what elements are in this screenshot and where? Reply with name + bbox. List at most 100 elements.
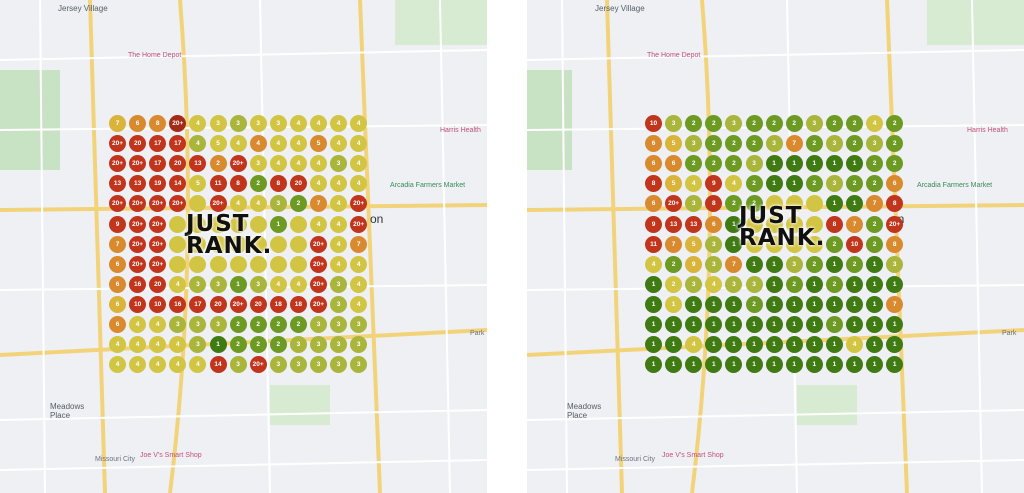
rank-dot: 7 — [886, 295, 904, 313]
rank-dot: 2 — [665, 255, 683, 273]
rank-dot: 1 — [725, 295, 743, 313]
rank-dot: 1 — [785, 336, 803, 354]
rank-dot: 4 — [229, 195, 247, 213]
rank-dot: 1 — [725, 336, 743, 354]
rank-dot: 20+ — [109, 195, 126, 213]
rank-dot: 1 — [685, 356, 703, 374]
rank-dot: 3 — [209, 275, 227, 293]
rank-dot — [785, 195, 803, 213]
rank-dot: 4 — [109, 356, 126, 374]
rank-dot: 2 — [705, 115, 723, 132]
map-label-missouri-city: Missouri City — [95, 456, 136, 463]
poi-home-depot: The Home Depot — [128, 52, 182, 59]
rank-dot: 3 — [685, 135, 703, 153]
rank-dot: 1 — [805, 275, 823, 293]
rank-dot: 1 — [866, 275, 884, 293]
rank-dot — [765, 215, 783, 233]
rank-dot: 1 — [765, 275, 783, 293]
rank-dot: 3 — [269, 195, 287, 213]
rank-dot: 1 — [269, 215, 287, 233]
rank-dot: 8 — [229, 175, 247, 193]
watermark-line1: JUST — [739, 203, 803, 229]
rank-dot: 20+ — [229, 295, 247, 313]
map-panel-after[interactable]: Jersey Village Meadows Place Missouri Ci… — [527, 0, 1024, 493]
rank-dot: 4 — [725, 175, 743, 193]
rank-dot: 4 — [169, 356, 187, 374]
rank-dot: 1 — [645, 356, 662, 374]
rank-dot: 3 — [189, 275, 207, 293]
rank-dot: 6 — [109, 295, 126, 313]
rank-dot: 1 — [846, 316, 863, 333]
rank-dot: 10 — [645, 115, 662, 132]
rank-dot: 2 — [685, 155, 703, 173]
rank-dot: 4 — [189, 115, 207, 132]
rank-dot: 8 — [269, 175, 287, 193]
watermark-line1: JUST — [186, 211, 250, 237]
rank-dot: 2 — [785, 115, 803, 132]
rank-dot: 20+ — [129, 195, 147, 213]
rank-dot: 18 — [289, 295, 307, 313]
poi-joe-v-smart-shop: Joe V's Smart Shop — [140, 452, 202, 459]
rank-dot: 3 — [685, 195, 703, 213]
rank-dot: 20 — [169, 155, 187, 173]
rank-dot: 14 — [169, 175, 187, 193]
rank-dot: 17 — [149, 135, 167, 153]
rank-dot: 3 — [249, 155, 267, 173]
rank-dot: 2 — [805, 135, 823, 153]
map-label-houston: on — [370, 212, 384, 226]
rank-dot: 9 — [705, 175, 723, 193]
rank-dot: 2 — [229, 316, 247, 333]
map-label-meadows-place: Meadows Place — [50, 402, 85, 420]
rank-dot — [765, 235, 783, 253]
rank-dot — [269, 235, 287, 253]
rank-dot: 2 — [825, 275, 843, 293]
rank-dot: 4 — [269, 275, 287, 293]
rank-dot: 20+ — [129, 215, 147, 233]
poi-farmers-market: Arcadia Farmers Market — [917, 182, 993, 189]
rank-dot: 7 — [725, 255, 743, 273]
map-label-park: Park — [1002, 330, 1017, 337]
rank-dot: 20+ — [169, 195, 187, 213]
rank-dot — [209, 255, 227, 273]
rank-dot: 1 — [745, 255, 763, 273]
rank-dot: 1 — [745, 356, 763, 374]
rank-dot: 4 — [330, 215, 348, 233]
rank-dot: 2 — [866, 235, 884, 253]
rank-dot: 3 — [330, 336, 348, 354]
rank-dot: 3 — [169, 316, 187, 333]
rank-dot: 3 — [765, 135, 783, 153]
rank-dot: 20+ — [310, 295, 327, 313]
rank-dot: 3 — [825, 175, 843, 193]
rank-dot: 11 — [209, 175, 227, 193]
rank-dot: 4 — [269, 135, 287, 153]
poi-farmers-market: Arcadia Farmers Market — [390, 182, 466, 189]
rank-dot: 20+ — [350, 195, 368, 213]
rank-dot: 2 — [805, 175, 823, 193]
rank-dot: 1 — [685, 295, 703, 313]
rank-dot: 10 — [846, 235, 863, 253]
map-panel-before[interactable]: Jersey Village Meadows Place Missouri Ci… — [0, 0, 487, 493]
rank-dot: 20 — [209, 295, 227, 313]
rank-dot: 1 — [765, 336, 783, 354]
rank-dot: 7 — [350, 235, 368, 253]
rank-dot: 3 — [330, 155, 348, 173]
rank-dot: 2 — [705, 155, 723, 173]
rank-dot — [269, 255, 287, 273]
rank-dot: 8 — [825, 215, 843, 233]
rank-dot: 1 — [705, 356, 723, 374]
rank-dot: 7 — [866, 195, 884, 213]
rank-dot: 2 — [745, 295, 763, 313]
rank-dot: 3 — [665, 115, 683, 132]
rank-dot: 17 — [149, 155, 167, 173]
rank-dot: 16 — [169, 295, 187, 313]
rank-dot: 4 — [149, 336, 167, 354]
rank-dot — [289, 255, 307, 273]
rank-dot: 7 — [846, 215, 863, 233]
rank-dot: 3 — [209, 115, 227, 132]
rank-dot: 11 — [645, 235, 662, 253]
rank-dot: 1 — [745, 316, 763, 333]
rank-dot: 1 — [765, 175, 783, 193]
rank-dot: 13 — [129, 175, 147, 193]
rank-dot: 1 — [705, 336, 723, 354]
rank-dot: 3 — [249, 275, 267, 293]
